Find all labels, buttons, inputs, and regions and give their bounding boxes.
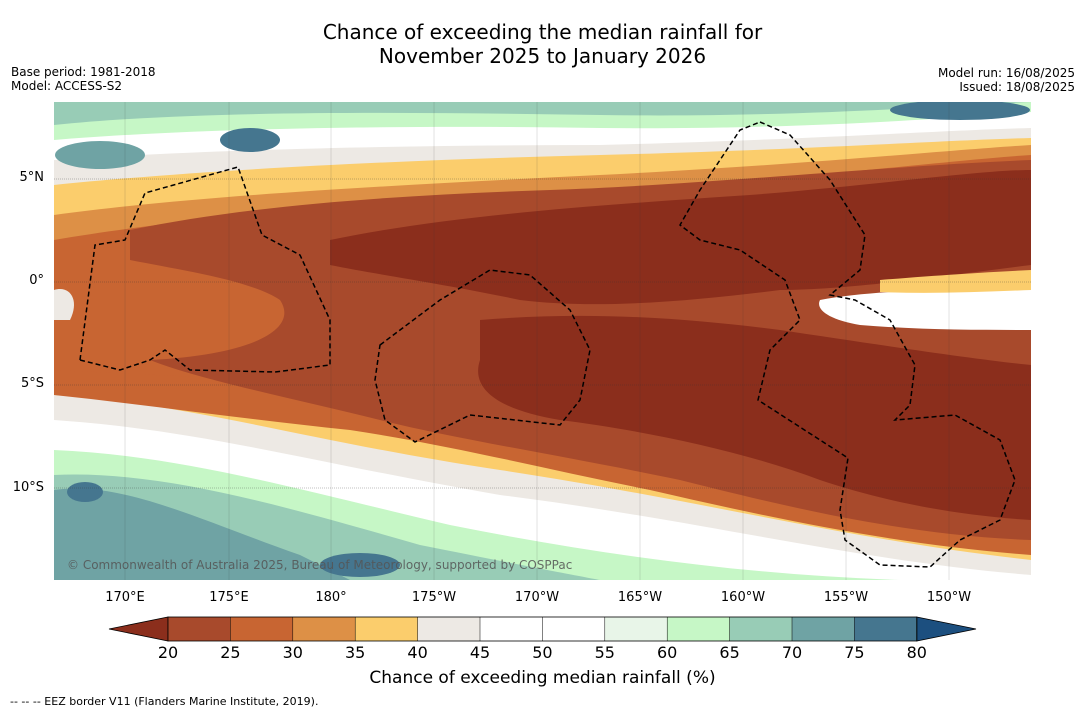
lon-label: 170°E [105, 590, 145, 605]
eez-legend-footer: -- -- -- EEZ border V11 (Flanders Marine… [10, 695, 319, 708]
lon-label: 165°W [617, 590, 663, 605]
colorbar-tick: 25 [220, 643, 241, 662]
colorbar-bin [292, 617, 356, 641]
base-period: Base period: 1981-2018 [11, 65, 156, 79]
issued-date: Issued: 18/08/2025 [959, 80, 1075, 94]
colorbar-tick: 40 [407, 643, 428, 662]
colorbar [108, 616, 977, 642]
model-run: Model run: 16/08/2025 [937, 66, 1075, 80]
lat-label-5s: 5°S [20, 376, 44, 391]
colorbar-tick: 45 [469, 643, 491, 662]
colorbar-label: Chance of exceeding median rainfall (%) [369, 668, 716, 688]
colorbar-bin [854, 617, 917, 641]
copyright-notice: © Commonwealth of Australia 2025, Bureau… [67, 558, 573, 572]
lon-label: 155°W [823, 590, 869, 605]
colorbar-tick: 55 [594, 643, 615, 662]
colorbar-bin [230, 617, 293, 641]
eez-borders [79, 121, 1016, 568]
colorbar-tick: 80 [906, 643, 927, 662]
colorbar-tick: 50 [532, 643, 553, 662]
lon-label: 180° [315, 590, 347, 605]
colorbar-tick: 75 [844, 643, 865, 662]
colorbar-tick: 20 [157, 643, 179, 662]
lat-label-10s: 10°S [12, 480, 44, 495]
meta-right: Model run: 16/08/2025 Issued: 18/08/2025 [938, 66, 1075, 94]
colorbar-tick: 70 [781, 643, 803, 662]
colorbar-tick: 65 [719, 643, 740, 662]
lon-label: 150°W [926, 590, 972, 605]
colorbar-tick: 60 [657, 643, 678, 662]
colorbar-bin [355, 617, 418, 641]
colorbar-bin [417, 617, 480, 641]
colorbar-tick: 35 [345, 643, 366, 662]
colorbar-bin [667, 617, 730, 641]
colorbar-high-extend [916, 616, 977, 642]
lon-label: 175°E [209, 590, 249, 605]
colorbar-bin [792, 617, 855, 641]
model-name: Model: ACCESS-S2 [11, 79, 123, 93]
meta-left: Base period: 1981-2018 Model: ACCESS-S2 [11, 65, 156, 93]
colorbar-bin [480, 617, 543, 641]
colorbar-tick: 30 [282, 643, 303, 662]
lon-label: 170°W [514, 590, 560, 605]
lat-label-5n: 5°N [19, 170, 45, 185]
colorbar-bin [168, 617, 231, 641]
lat-label-0: 0° [29, 273, 44, 288]
colorbar-bin [604, 617, 668, 641]
map-title: Chance of exceeding the median rainfall … [0, 20, 1085, 68]
title-line-1: Chance of exceeding the median rainfall … [322, 20, 763, 44]
lon-label: 175°W [411, 590, 457, 605]
title-line-2: November 2025 to January 2026 [378, 44, 707, 68]
lon-label: 160°W [720, 590, 766, 605]
colorbar-bin [729, 617, 792, 641]
rainfall-map [54, 102, 1031, 580]
colorbar-low-extend [108, 616, 169, 642]
colorbar-bin [542, 617, 605, 641]
